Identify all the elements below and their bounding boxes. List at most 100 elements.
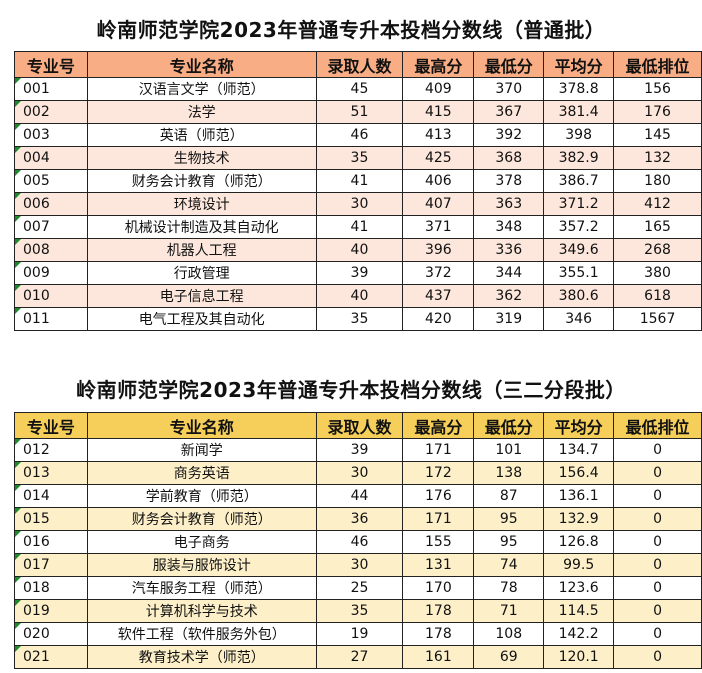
table-cell: 412 (613, 192, 702, 216)
table-cell: 348 (473, 215, 545, 239)
table-cell: 0 (613, 530, 702, 554)
major-code-cell: 005 (14, 169, 88, 193)
table-cell: 176 (402, 484, 475, 508)
major-code-cell: 009 (14, 261, 88, 285)
major-name-cell: 电气工程及其自动化 (86, 307, 317, 331)
table-cell: 99.5 (543, 553, 615, 577)
table-cell: 132 (613, 146, 702, 170)
table-row: 012 新闻学 39 171 101 134.7 0 (14, 438, 702, 462)
table-cell: 381.4 (543, 100, 615, 124)
table-cell: 176 (613, 100, 702, 124)
table-cell: 51 (315, 100, 404, 124)
major-name-cell: 汽车服务工程（师范） (86, 576, 317, 600)
table-cell: 145 (613, 123, 702, 147)
table-cell: 0 (613, 599, 702, 623)
table-cell: 35 (315, 146, 404, 170)
major-code-cell: 001 (14, 77, 88, 101)
table-row: 002 法学 51 415 367 381.4 176 (14, 100, 702, 124)
table-row: 013 商务英语 30 172 138 156.4 0 (14, 461, 702, 485)
table-cell: 132.9 (543, 507, 615, 531)
table-cell: 406 (402, 169, 475, 193)
table-cell: 370 (473, 77, 545, 101)
table-cell: 161 (402, 645, 475, 669)
major-code-cell: 012 (14, 438, 88, 462)
table-cell: 44 (315, 484, 404, 508)
table-row: 019 计算机科学与技术 35 178 71 114.5 0 (14, 599, 702, 623)
major-name-cell: 电子商务 (86, 530, 317, 554)
table-cell: 0 (613, 438, 702, 462)
table-cell: 178 (402, 622, 475, 646)
table-cell: 134.7 (543, 438, 615, 462)
table-row: 014 学前教育（师范） 44 176 87 136.1 0 (14, 484, 702, 508)
major-code-cell: 017 (14, 553, 88, 577)
major-name-cell: 财务会计教育（师范） (86, 507, 317, 531)
major-name-cell: 软件工程（软件服务外包） (86, 622, 317, 646)
major-code-cell: 008 (14, 238, 88, 262)
major-name-cell: 英语（师范） (86, 123, 317, 147)
table-cell: 30 (315, 192, 404, 216)
table-cell: 136.1 (543, 484, 615, 508)
table-cell: 101 (473, 438, 545, 462)
table-cell: 409 (402, 77, 475, 101)
table-cell: 367 (473, 100, 545, 124)
table2-title: 岭南师范学院2023年普通专升本投档分数线（三二分段批） (76, 378, 626, 402)
table-row: 021 教育技术学（师范） 27 161 69 120.1 0 (14, 645, 702, 669)
major-code-cell: 018 (14, 576, 88, 600)
table-row: 008 机器人工程 40 396 336 349.6 268 (14, 238, 702, 262)
table-cell: 120.1 (543, 645, 615, 669)
table-cell: 0 (613, 622, 702, 646)
table-cell: 362 (473, 284, 545, 308)
major-name-cell: 机械设计制造及其自动化 (86, 215, 317, 239)
table-cell: 1567 (613, 307, 702, 331)
table-cell: 131 (402, 553, 475, 577)
table-cell: 363 (473, 192, 545, 216)
table-cell: 413 (402, 123, 475, 147)
table-cell: 319 (473, 307, 545, 331)
table-cell: 95 (473, 530, 545, 554)
major-code-cell: 019 (14, 599, 88, 623)
table-cell: 171 (402, 507, 475, 531)
table-cell: 19 (315, 622, 404, 646)
table1-title: 岭南师范学院2023年普通专升本投档分数线（普通批） (96, 18, 606, 42)
table-cell: 41 (315, 215, 404, 239)
table-row: 007 机械设计制造及其自动化 41 371 348 357.2 165 (14, 215, 702, 239)
table-cell: 268 (613, 238, 702, 262)
table-cell: 78 (473, 576, 545, 600)
table-cell: 372 (402, 261, 475, 285)
table-cell: 126.8 (543, 530, 615, 554)
major-code-cell: 007 (14, 215, 88, 239)
table-cell: 437 (402, 284, 475, 308)
table-cell: 392 (473, 123, 545, 147)
table-cell: 45 (315, 77, 404, 101)
table-cell: 380 (613, 261, 702, 285)
table-cell: 30 (315, 461, 404, 485)
major-name-cell: 学前教育（师范） (86, 484, 317, 508)
major-code-cell: 006 (14, 192, 88, 216)
table-row: 005 财务会计教育（师范） 41 406 378 386.7 180 (14, 169, 702, 193)
major-code-cell: 011 (14, 307, 88, 331)
table-header-row: 专业号 专业名称 录取人数 最高分 最低分 平均分 最低排位 (14, 51, 702, 78)
major-code-cell: 021 (14, 645, 88, 669)
major-code-cell: 016 (14, 530, 88, 554)
column-header: 最高分 (402, 412, 475, 439)
major-name-cell: 环境设计 (86, 192, 317, 216)
table-row: 003 英语（师范） 46 413 392 398 145 (14, 123, 702, 147)
table-cell: 349.6 (543, 238, 615, 262)
table-cell: 30 (315, 553, 404, 577)
table-cell: 0 (613, 484, 702, 508)
table-cell: 0 (613, 576, 702, 600)
table-cell: 178 (402, 599, 475, 623)
major-name-cell: 机器人工程 (86, 238, 317, 262)
table-cell: 618 (613, 284, 702, 308)
table-cell: 39 (315, 261, 404, 285)
table-cell: 398 (543, 123, 615, 147)
table-cell: 71 (473, 599, 545, 623)
table-cell: 35 (315, 307, 404, 331)
table-header-row: 专业号 专业名称 录取人数 最高分 最低分 平均分 最低排位 (14, 412, 702, 439)
table-row: 006 环境设计 30 407 363 371.2 412 (14, 192, 702, 216)
table-cell: 336 (473, 238, 545, 262)
column-header: 最低排位 (613, 412, 702, 439)
table-cell: 378 (473, 169, 545, 193)
table-cell: 425 (402, 146, 475, 170)
major-name-cell: 教育技术学（师范） (86, 645, 317, 669)
